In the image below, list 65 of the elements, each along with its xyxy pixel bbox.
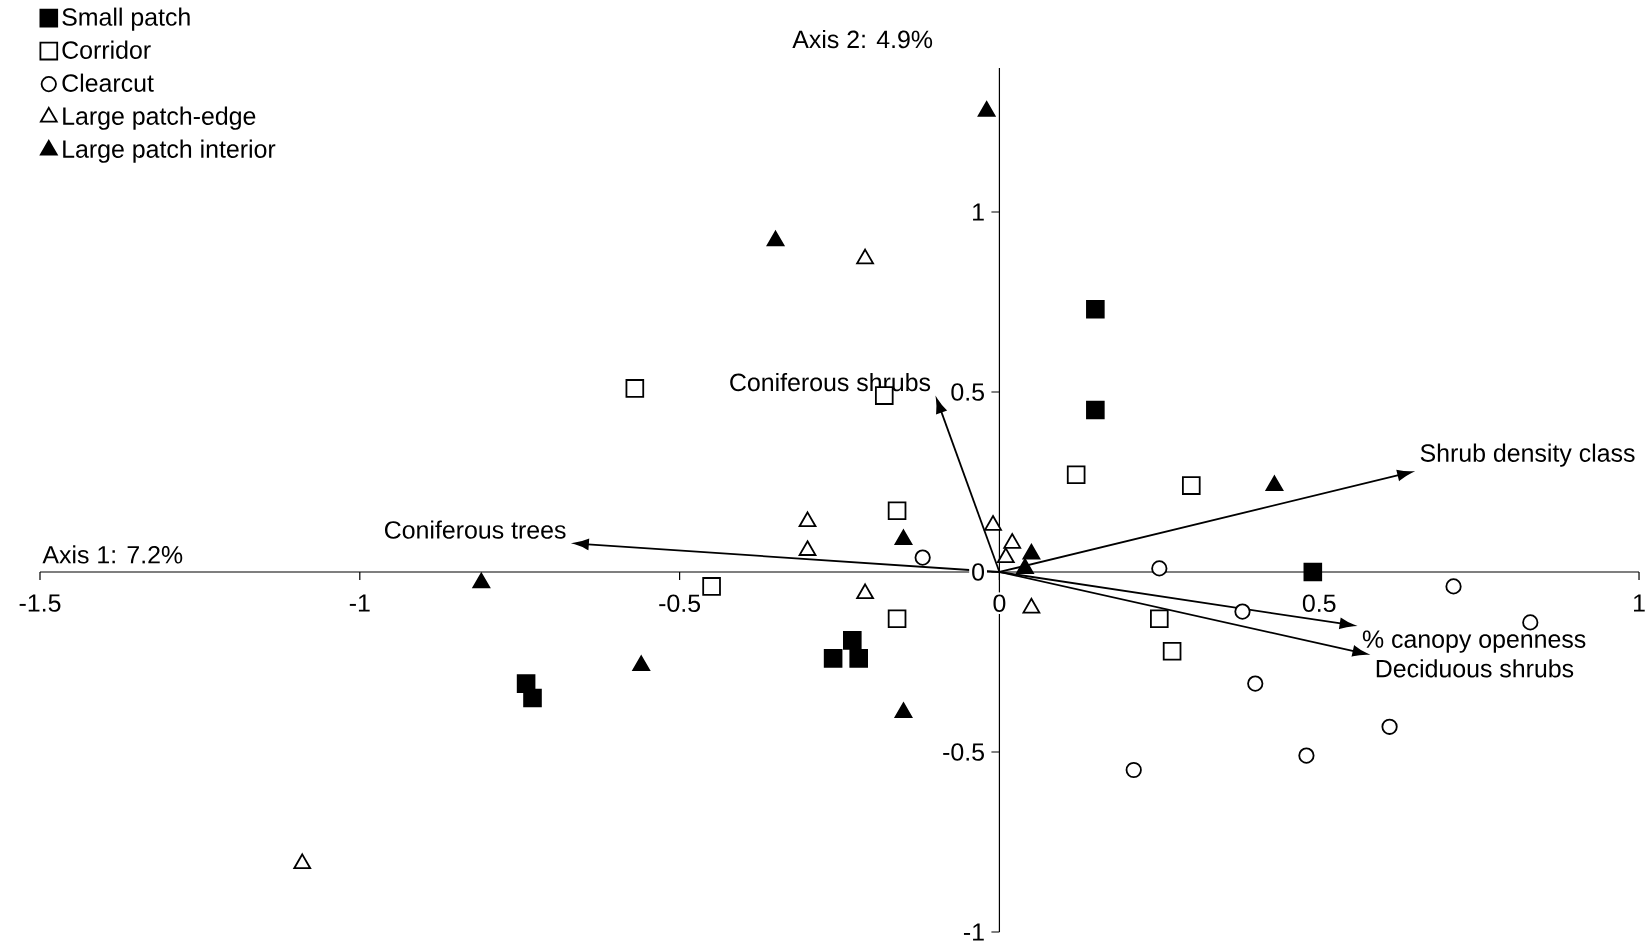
point [1234,603,1251,620]
y-tick-label: -1 [963,923,984,941]
legend-label: Large patch-edge [63,106,256,130]
x-tick-label: -0.5 [659,594,701,613]
x-tick-label: -1 [349,594,370,612]
x-axis-title: Axis 1: 7.2% [42,545,183,564]
point [1003,533,1022,549]
point [472,572,491,589]
annotation: Coniferous shrubs [730,372,931,392]
point [766,230,785,247]
point [1016,558,1034,574]
point [914,549,931,566]
point [1150,609,1169,629]
annotation: % canopy openness [1362,630,1586,653]
point [632,655,651,672]
legend-label: Corridor [62,40,151,59]
x-tick-label: 0 [993,594,1006,613]
y-tick-label: 0.5 [951,383,984,401]
point [856,583,874,600]
point [984,515,1002,531]
point [293,853,312,870]
x-tick-label: 0.5 [1302,594,1336,613]
x-tick-label: -1.5 [19,594,61,612]
point [625,379,645,398]
point [1181,476,1201,495]
y-tick-label: 1 [973,203,984,221]
point [1022,543,1041,560]
point [523,688,542,708]
point [798,511,817,528]
legend-label: Small patch [62,7,190,31]
point [1086,400,1105,420]
point [887,501,907,521]
point [702,577,721,596]
point [1151,560,1168,577]
point [1381,718,1398,735]
point [823,649,843,668]
point [977,101,996,117]
point [894,702,913,718]
point [798,540,817,556]
point [1247,675,1264,692]
point [849,649,868,668]
point [887,609,907,629]
point [1265,475,1284,492]
annotation: Coniferous trees [384,520,566,539]
annotation: Shrub density class [1420,443,1635,467]
point [1086,299,1105,319]
point [996,547,1015,564]
y-tick-label: 0 [972,563,985,581]
point [894,529,913,546]
point [1066,465,1086,485]
point [1303,562,1323,582]
legend-label: Large patch interior [63,139,276,163]
point [1162,641,1182,661]
y-tick-label: -0.5 [943,743,984,761]
annotation: Deciduous shrubs [1376,659,1574,678]
point [1445,578,1462,595]
point [843,631,862,650]
point [1022,597,1041,614]
point [1522,614,1539,631]
point [1298,747,1315,764]
point [1125,761,1142,779]
legend-label: Clearcut [62,73,154,92]
y-axis-title: Axis 2: 4.9% [792,29,933,49]
x-tick-label: 1 [1634,594,1645,612]
point [856,248,874,265]
